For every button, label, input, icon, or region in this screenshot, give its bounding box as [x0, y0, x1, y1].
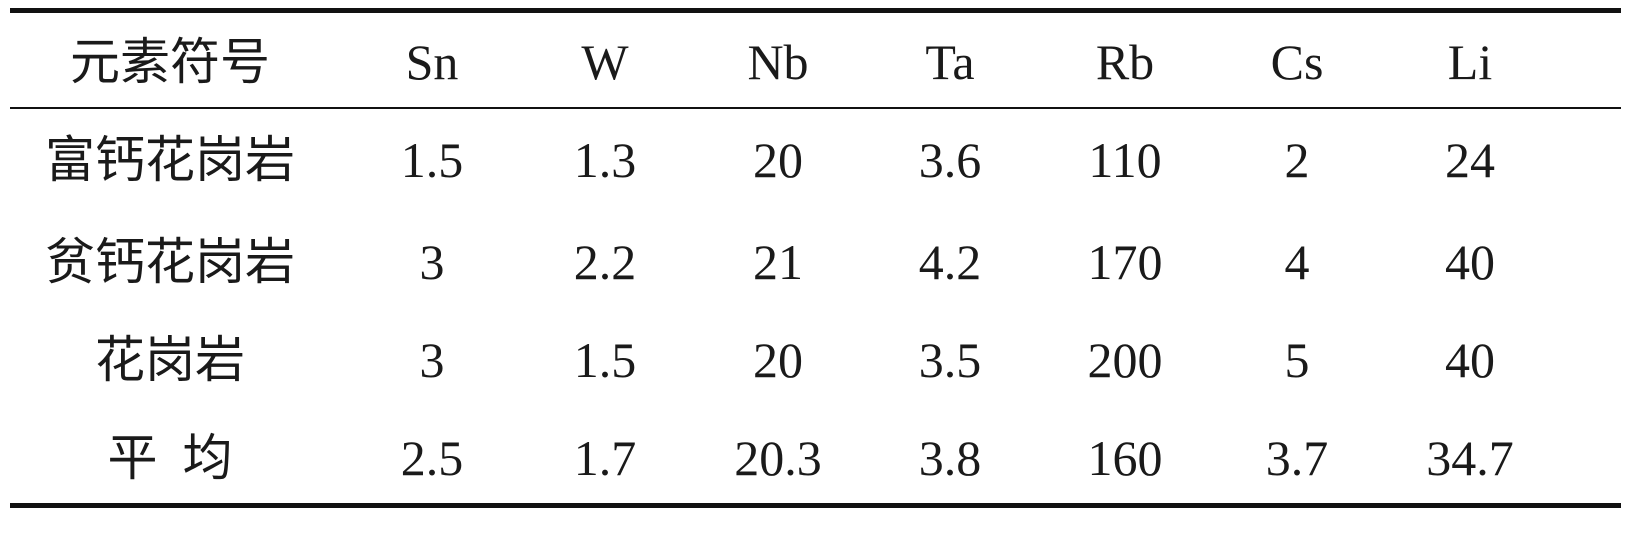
cell: 3.7	[1265, 430, 1329, 486]
bottom-rule	[10, 503, 1621, 508]
cell: 20	[753, 332, 803, 388]
cell: 3	[419, 234, 445, 290]
cell: 24	[1445, 132, 1495, 188]
cell: 4	[1284, 234, 1310, 290]
cell: 3.8	[918, 430, 982, 486]
cell: 3	[419, 332, 445, 388]
cell: 2	[1284, 132, 1310, 188]
header-cell: Cs	[1270, 34, 1324, 90]
cell: 20.3	[734, 430, 822, 486]
header-cell: Nb	[747, 34, 809, 90]
header-cell: W	[581, 34, 629, 90]
cell: 34.7	[1426, 430, 1514, 486]
cell: 3.6	[918, 132, 982, 188]
cell: 110	[1088, 132, 1162, 188]
cell: 3.5	[918, 332, 982, 388]
header-cell: Sn	[405, 34, 459, 90]
cell: 2.5	[400, 430, 464, 486]
cell: 4.2	[918, 234, 982, 290]
header-cell: Rb	[1095, 34, 1155, 90]
header-cell: Ta	[925, 34, 975, 90]
cell: 40	[1445, 332, 1495, 388]
header-rule	[10, 107, 1621, 109]
header-cell: Li	[1447, 34, 1493, 90]
cell: 5	[1284, 332, 1310, 388]
row-label: 贫钙花岗岩	[45, 234, 295, 290]
cell: 1.3	[573, 132, 637, 188]
row-label: 富钙花岗岩	[45, 132, 295, 188]
cell: 1.5	[573, 332, 637, 388]
cell: 1.5	[400, 132, 464, 188]
row-label: 花岗岩	[95, 332, 245, 388]
cell: 1.7	[573, 430, 637, 486]
row-label: 平 均	[107, 430, 233, 486]
top-rule	[10, 8, 1621, 13]
cell: 20	[753, 132, 803, 188]
cell: 40	[1445, 234, 1495, 290]
cell: 170	[1087, 234, 1163, 290]
cell: 21	[753, 234, 803, 290]
header-cell: 元素符号	[70, 34, 270, 90]
cell: 2.2	[573, 234, 637, 290]
cell: 160	[1087, 430, 1163, 486]
cell: 200	[1087, 332, 1163, 388]
